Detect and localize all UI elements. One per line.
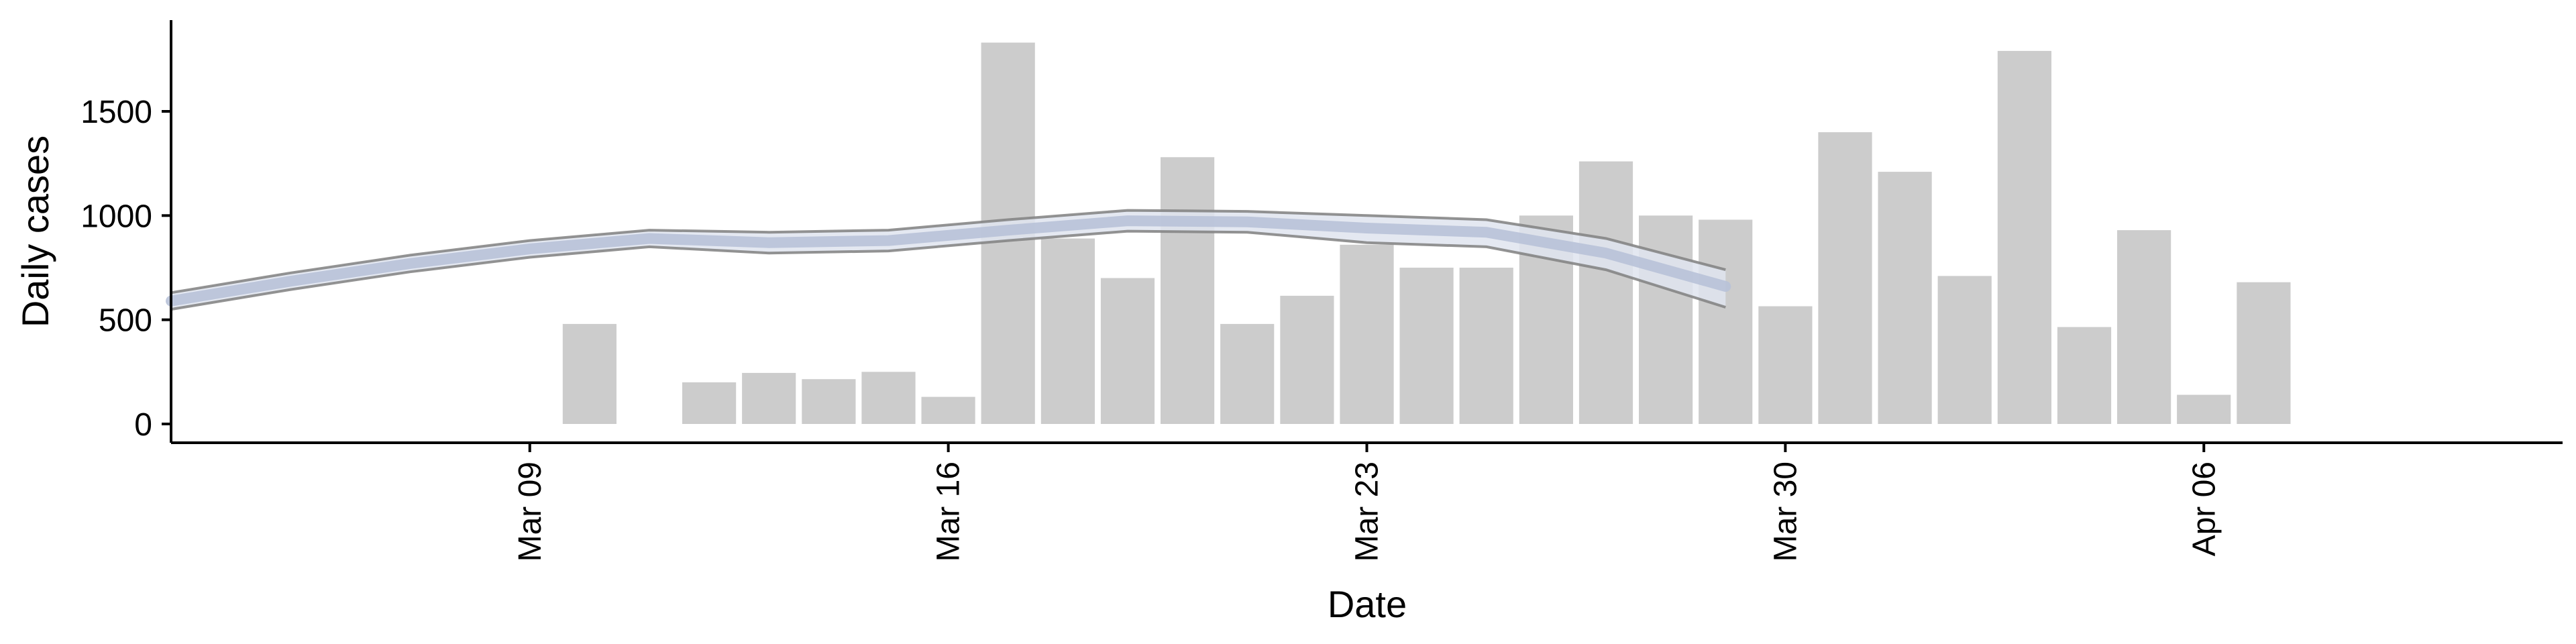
y-tick-label: 500 [99, 303, 152, 339]
trend-layer [166, 209, 1731, 311]
bar [1399, 268, 1454, 424]
bar [1220, 323, 1275, 424]
bar [1639, 215, 1693, 424]
bar [2177, 394, 2231, 424]
bar [1758, 306, 1813, 424]
bar [1937, 276, 1992, 424]
trend-mean-line [166, 215, 1731, 307]
bar [1280, 295, 1334, 424]
y-tick-label: 1500 [80, 95, 152, 130]
x-tick-label: Mar 09 [513, 462, 548, 561]
bar [861, 372, 916, 424]
trend-lower-line [170, 229, 1726, 311]
bar [921, 396, 975, 424]
trend-upper-line [170, 209, 1726, 294]
trend-band [171, 210, 1726, 310]
bar [1100, 278, 1155, 424]
bar [742, 372, 796, 424]
y-tick-label: 1000 [80, 199, 152, 234]
x-tick-label: Mar 30 [1768, 462, 1803, 561]
y-axis-title: Daily cases [14, 136, 56, 327]
bar [2237, 282, 2291, 424]
bar [682, 382, 737, 424]
bar [1878, 172, 1932, 424]
bar [1818, 132, 1872, 424]
bar [802, 379, 856, 424]
bar [562, 323, 616, 424]
bar [1340, 244, 1394, 424]
x-axis-title: Date [1328, 583, 1407, 625]
bar [1578, 161, 1633, 424]
x-tick-label: Mar 23 [1350, 462, 1385, 561]
bar [1459, 268, 1513, 424]
bar [2057, 327, 2112, 424]
y-tick-label: 0 [134, 407, 152, 443]
y-ticks: 0 500 1000 1500 [80, 95, 171, 443]
bar [1161, 157, 1215, 425]
bar [1040, 238, 1095, 424]
x-ticks: Mar 09 Mar 16 Mar 23 Mar 30 Apr 06 [513, 443, 2222, 561]
bar [1699, 219, 1753, 424]
x-tick-label: Mar 16 [931, 462, 967, 561]
bars-layer [562, 42, 2291, 425]
bar [1997, 50, 2051, 424]
bar [2117, 230, 2171, 424]
x-tick-label: Apr 06 [2186, 462, 2222, 556]
